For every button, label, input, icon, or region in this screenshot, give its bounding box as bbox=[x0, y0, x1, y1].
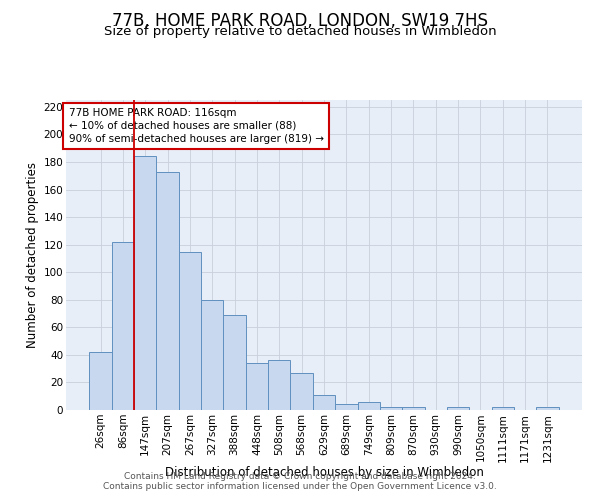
Bar bbox=[447, 407, 469, 410]
Text: Contains HM Land Registry data © Crown copyright and database right 2024.: Contains HM Land Registry data © Crown c… bbox=[124, 472, 476, 481]
Y-axis label: Number of detached properties: Number of detached properties bbox=[26, 162, 40, 348]
Bar bbox=[112, 242, 134, 410]
Bar bbox=[335, 404, 358, 410]
Bar bbox=[290, 373, 313, 410]
Bar bbox=[246, 363, 268, 410]
Bar bbox=[380, 407, 402, 410]
Bar bbox=[358, 402, 380, 410]
X-axis label: Distribution of detached houses by size in Wimbledon: Distribution of detached houses by size … bbox=[164, 466, 484, 478]
Bar bbox=[157, 172, 179, 410]
Bar bbox=[89, 352, 112, 410]
Bar bbox=[179, 252, 201, 410]
Bar bbox=[491, 407, 514, 410]
Bar bbox=[536, 407, 559, 410]
Bar bbox=[134, 156, 157, 410]
Bar bbox=[268, 360, 290, 410]
Text: 77B, HOME PARK ROAD, LONDON, SW19 7HS: 77B, HOME PARK ROAD, LONDON, SW19 7HS bbox=[112, 12, 488, 30]
Bar bbox=[402, 407, 425, 410]
Bar bbox=[223, 315, 246, 410]
Bar bbox=[201, 300, 223, 410]
Text: 77B HOME PARK ROAD: 116sqm
← 10% of detached houses are smaller (88)
90% of semi: 77B HOME PARK ROAD: 116sqm ← 10% of deta… bbox=[68, 108, 323, 144]
Text: Contains public sector information licensed under the Open Government Licence v3: Contains public sector information licen… bbox=[103, 482, 497, 491]
Text: Size of property relative to detached houses in Wimbledon: Size of property relative to detached ho… bbox=[104, 25, 496, 38]
Bar bbox=[313, 395, 335, 410]
